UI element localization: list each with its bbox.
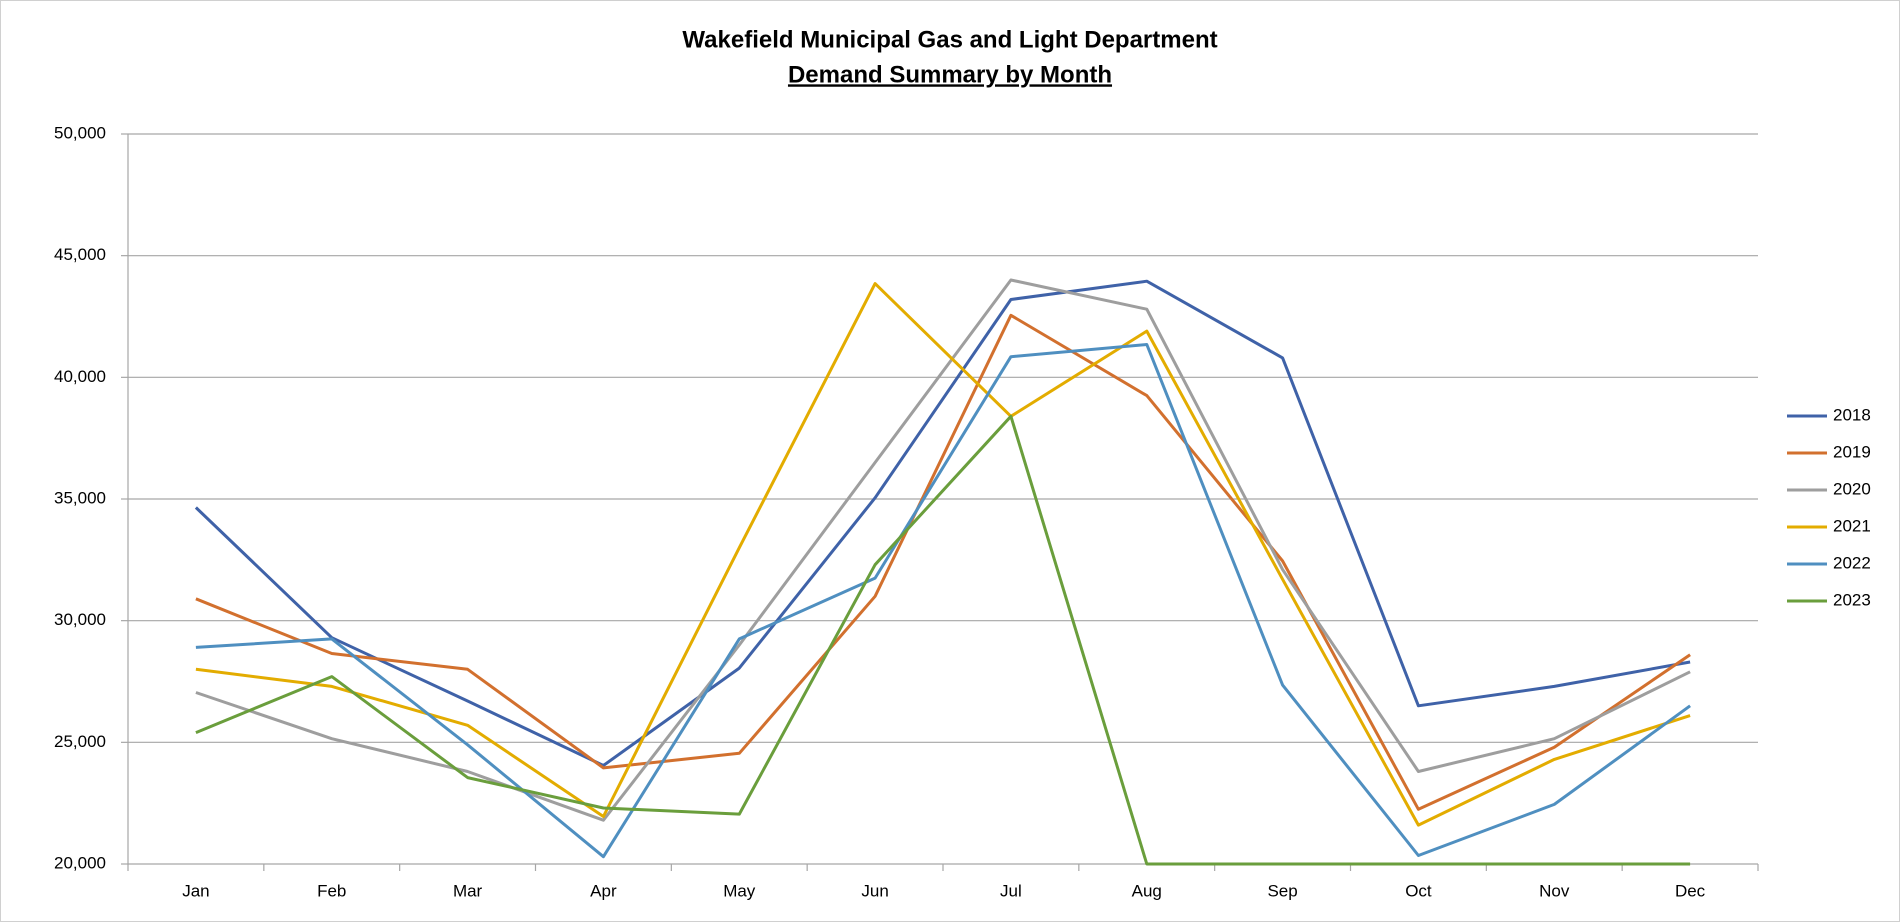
x-tick-label: Feb — [317, 881, 346, 900]
y-tick-label: 50,000 — [54, 123, 106, 142]
legend-label: 2020 — [1833, 479, 1871, 498]
series-line — [195, 343, 1691, 859]
x-tick-label: Jun — [861, 881, 888, 900]
x-tick-label: Mar — [453, 881, 483, 900]
x-tick-label: Apr — [590, 881, 617, 900]
x-tick-label: Nov — [1539, 881, 1570, 900]
x-tick-label: Sep — [1267, 881, 1297, 900]
legend-label: 2022 — [1833, 553, 1871, 572]
series-line — [195, 278, 1691, 822]
chart-title: Wakefield Municipal Gas and Light Depart… — [682, 26, 1217, 53]
y-tick-label: 20,000 — [54, 853, 106, 872]
x-tick-label: Jan — [182, 881, 209, 900]
y-tick-label: 25,000 — [54, 732, 106, 751]
series-line — [194, 279, 1691, 767]
y-tick-label: 40,000 — [54, 367, 106, 386]
x-tick-label: Aug — [1132, 881, 1162, 900]
legend-label: 2023 — [1833, 590, 1871, 609]
legend-label: 2021 — [1833, 516, 1871, 535]
series-line — [195, 282, 1691, 827]
x-tick-label: Dec — [1675, 881, 1706, 900]
legend-label: 2019 — [1833, 442, 1871, 461]
y-tick-label: 35,000 — [54, 488, 106, 507]
x-tick-label: Oct — [1405, 881, 1432, 900]
x-tick-label: May — [723, 881, 756, 900]
series-line — [195, 414, 1691, 866]
series-line — [195, 313, 1691, 811]
y-tick-label: 45,000 — [54, 245, 106, 264]
legend-label: 2018 — [1833, 405, 1871, 424]
chart-subtitle: Demand Summary by Month — [788, 61, 1112, 88]
x-tick-label: Jul — [1000, 881, 1022, 900]
y-tick-label: 30,000 — [54, 610, 106, 629]
